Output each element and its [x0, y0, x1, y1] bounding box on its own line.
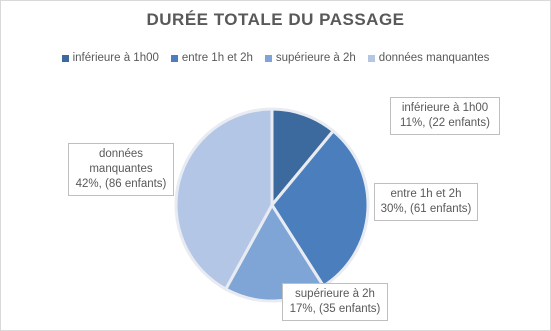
legend-swatch [61, 54, 69, 62]
data-label-category: entre 1h et 2h [390, 188, 462, 200]
data-label-category: inférieure à 1h00 [401, 102, 489, 114]
pie-slice [270, 128, 370, 289]
data-label-category: supérieure à 2h [295, 288, 375, 300]
legend-label: inférieure à 1h00 [72, 52, 159, 64]
legend: inférieure à 1h00 entre 1h et 2h supérieur… [0, 52, 551, 64]
pie-slice [174, 107, 274, 292]
legend-item: supérieure à 2h [264, 52, 356, 64]
data-label-value: 42%, (86 enfants) [75, 178, 167, 190]
legend-swatch [170, 54, 178, 62]
chart-title: DURÉE TOTALE DU PASSAGE [146, 10, 405, 29]
data-label-value: 17%, (35 enfants) [289, 303, 381, 315]
legend-label: données manquantes [378, 52, 490, 64]
legend-swatch [367, 54, 375, 62]
legend-swatch [264, 54, 272, 62]
legend-label: supérieure à 2h [275, 52, 356, 64]
legend-item: inférieure à 1h00 [61, 52, 159, 64]
data-label-value: 11%, (22 enfants) [400, 117, 490, 129]
legend-item: entre 1h et 2h [170, 52, 253, 64]
data-label: entre 1h et 2h 30%, (61 enfants) [374, 183, 478, 221]
legend-label: entre 1h et 2h [181, 52, 253, 64]
data-label-category: données manquantes [89, 148, 153, 175]
data-label-value: 30%, (61 enfants) [380, 203, 472, 215]
data-label: supérieure à 2h 17%, (35 enfants) [282, 283, 388, 321]
data-label: données manquantes 42%, (86 enfants) [68, 143, 174, 196]
data-label: inférieure à 1h00 11%, (22 enfants) [390, 97, 500, 135]
legend-item: données manquantes [367, 52, 490, 64]
